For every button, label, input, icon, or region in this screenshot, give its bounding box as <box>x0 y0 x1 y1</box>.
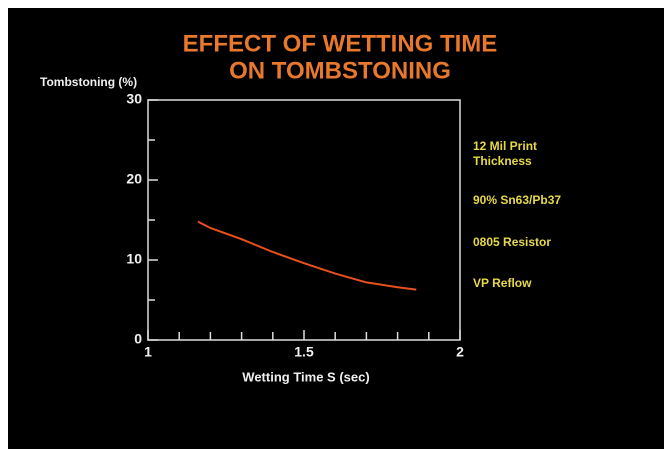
chart-title: EFFECT OF WETTING TIME <box>183 30 498 57</box>
y-tick-label: 20 <box>126 171 142 187</box>
annotation: 90% Sn63/Pb37 <box>473 193 561 207</box>
y-tick-label: 10 <box>126 251 142 267</box>
x-tick-label: 2 <box>456 344 464 360</box>
annotation: 0805 Resistor <box>473 235 551 249</box>
x-tick-label: 1.5 <box>294 344 314 360</box>
annotation: 12 Mil Print <box>473 139 537 153</box>
annotation: Thickness <box>473 154 532 168</box>
background <box>8 8 664 449</box>
x-tick-label: 1 <box>144 344 152 360</box>
x-axis-label: Wetting Time S (sec) <box>242 369 369 384</box>
y-axis-label: Tombstoning (%) <box>40 75 137 89</box>
y-tick-label: 0 <box>134 331 142 347</box>
annotation: VP Reflow <box>473 276 532 290</box>
chart-title: ON TOMBSTONING <box>229 57 451 84</box>
data-line <box>197 220 417 291</box>
y-tick-label: 30 <box>126 91 142 107</box>
